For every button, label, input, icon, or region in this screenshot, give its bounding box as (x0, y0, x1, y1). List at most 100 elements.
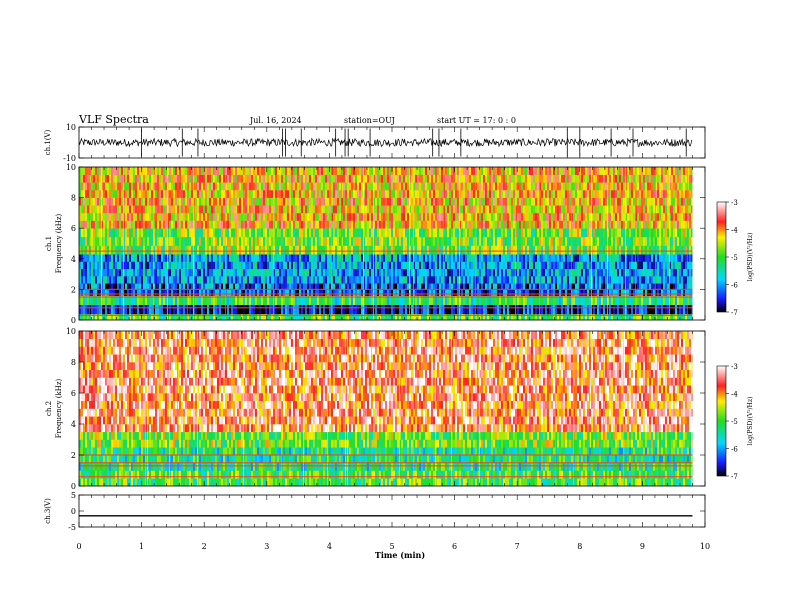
spectrogram-cell (85, 167, 88, 175)
spectrogram-cell (473, 304, 476, 315)
spectrogram-cell (149, 304, 152, 315)
spectrogram-cell (297, 167, 300, 175)
spectrogram-cell (309, 205, 312, 214)
spectrogram-cell (239, 283, 242, 290)
spectrogram-cell (181, 254, 184, 262)
spectrogram-cell (101, 289, 104, 296)
spectrogram-cell (419, 304, 422, 315)
spectrogram-cell (275, 313, 278, 321)
spectrogram-cell (485, 289, 488, 296)
spectrogram-cell (339, 268, 342, 277)
spectrogram-cell (161, 313, 164, 321)
impulse-streak (273, 167, 274, 320)
spectrogram-cell (429, 304, 432, 315)
spectrogram-cell (333, 245, 336, 255)
spectrogram-cell (465, 313, 468, 321)
spectrogram-cell (179, 236, 182, 246)
spectrogram-cell (411, 205, 414, 214)
spectrogram-cell (411, 245, 414, 255)
spectrogram-cell (103, 182, 106, 191)
spectrogram-cell (155, 313, 158, 321)
spectrogram-cell (493, 304, 496, 315)
spectrogram-cell (207, 245, 210, 255)
spectrogram-cell (361, 289, 364, 296)
spectrogram-cell (363, 261, 366, 270)
spectrogram-cell (271, 197, 274, 206)
spectrogram-cell (381, 261, 384, 270)
spectrogram-cell (297, 295, 300, 305)
spectrogram-cell (181, 189, 184, 198)
spectrogram-cell (131, 167, 134, 175)
spectrogram-cell (497, 245, 500, 255)
spectrogram-cell (403, 283, 406, 290)
spectrogram-cell (241, 283, 244, 290)
spectrogram-cell (495, 167, 498, 175)
spectrogram-cell (143, 254, 146, 262)
spectrogram-cell (291, 283, 294, 290)
spectrogram-cell (81, 212, 84, 221)
spectrogram-cell (335, 295, 338, 305)
spectrogram-cell (251, 289, 254, 296)
spectrogram-cell (195, 205, 198, 214)
spectrogram-cell (445, 261, 448, 270)
spectrogram-cell (97, 283, 100, 290)
impulse-streak (413, 167, 414, 320)
spectrogram-cell (245, 167, 248, 175)
spectrogram-cell (501, 197, 504, 206)
spectrogram-cell (335, 236, 338, 246)
spectrogram-cell (123, 174, 126, 183)
spectrogram-cell (283, 189, 286, 198)
spectrogram-cell (217, 189, 220, 198)
spectrogram-cell (523, 212, 526, 221)
spectrogram-cell (251, 174, 254, 183)
spectrogram-cell (283, 289, 286, 296)
spectrogram-cell (519, 205, 522, 214)
spectrogram-cell (87, 174, 90, 183)
spectrogram-cell (457, 261, 460, 270)
spectrogram-cell (303, 174, 306, 183)
spectrogram-cell (305, 182, 308, 191)
spectrogram-cell (347, 254, 350, 262)
spectrogram-cell (423, 197, 426, 206)
spectrogram-cell (127, 228, 130, 238)
spectrogram-cell (121, 205, 124, 214)
spectrogram-cell (503, 205, 506, 214)
spectrogram-cell (291, 289, 294, 296)
spectrogram-cell (363, 189, 366, 198)
spectrogram-cell (83, 276, 86, 284)
spectrogram-cell (95, 189, 98, 198)
spectrogram-cell (239, 212, 242, 221)
spectrogram-cell (395, 289, 398, 296)
spectrogram-cell (361, 313, 364, 321)
spectrogram-cell (227, 189, 230, 198)
spectrogram-cell (337, 167, 340, 175)
spectrogram-cell (137, 212, 140, 221)
spectrogram-cell (447, 261, 450, 270)
spectrogram-cell (535, 283, 538, 290)
spectrogram-cell (225, 174, 228, 183)
spectrogram-cell (363, 197, 366, 206)
spectrogram-cell (307, 236, 310, 246)
spectrogram-cell (323, 236, 326, 246)
spectrogram-cell (445, 268, 448, 277)
spectrogram-cell (153, 295, 156, 305)
spectrogram-cell (203, 182, 206, 191)
spectrogram-cell (381, 167, 384, 175)
spectrogram-cell (279, 276, 282, 284)
spectrogram-cell (295, 228, 298, 238)
spectrogram-cell (425, 197, 428, 206)
spectrogram-cell (453, 205, 456, 214)
spectrogram-cell (249, 197, 252, 206)
spectrogram-cell (341, 236, 344, 246)
spectrogram-cell (489, 182, 492, 191)
spectrogram-cell (523, 189, 526, 198)
spectrogram-cell (191, 254, 194, 262)
spectrogram-cell (181, 182, 184, 191)
spectrogram-cell (125, 283, 128, 290)
spectrogram-cell (343, 212, 346, 221)
spectrogram-cell (387, 236, 390, 246)
spectrogram-cell (495, 212, 498, 221)
spectrogram-cell (401, 212, 404, 221)
spectrogram-cell (479, 283, 482, 290)
spectrogram-cell (411, 174, 414, 183)
